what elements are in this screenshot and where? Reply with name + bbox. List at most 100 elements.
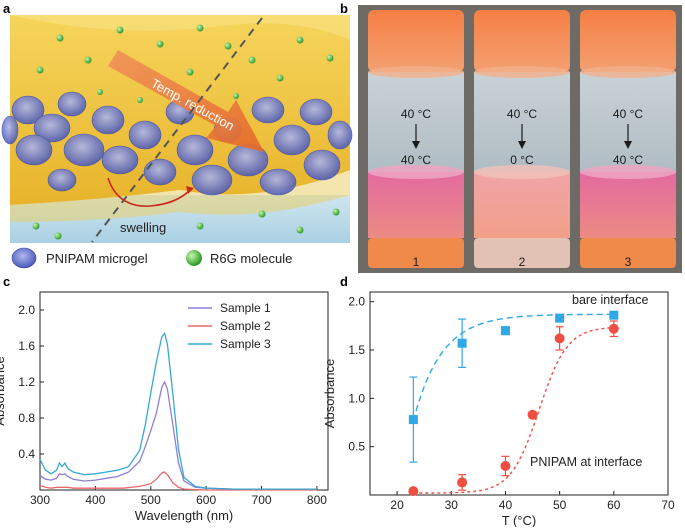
- pnipam-interface-point: [500, 461, 511, 471]
- pnipam-interface-label: PNIPAM at interface: [530, 455, 642, 469]
- pnipam-interface-point: [527, 409, 538, 420]
- y-tick-label: 0.8: [18, 411, 35, 425]
- x-tick-label: 70: [661, 498, 675, 512]
- dashed-divider: [91, 17, 263, 243]
- x-tick-label: 800: [307, 493, 327, 507]
- y-axis-label: Absorbance: [0, 356, 7, 425]
- r6g-molecules: [32, 24, 340, 240]
- vials: 40 °C 40 °C 1 40 °C 0 °C 2 40 °C 40 °C 3: [368, 10, 676, 269]
- vial-meniscus: [474, 66, 570, 78]
- vial-top-orange: [368, 10, 464, 72]
- x-tick-label: 20: [390, 498, 404, 512]
- x-tick-label: 300: [30, 493, 50, 507]
- r6g-legend-label: R6G molecule: [210, 251, 292, 266]
- plot-frame: [39, 291, 329, 491]
- vial-bottom: [474, 238, 570, 268]
- panel-d-letter: d: [340, 274, 348, 289]
- legend-label-sample-2: Sample 2: [220, 319, 271, 333]
- vial-lower-liquid: [580, 172, 676, 238]
- bare-interface-fit: [412, 313, 614, 421]
- panel-b: b 40 °C 40 °C 1 40 °C 0 °C 2 40 °C 40 °C 3: [340, 1, 682, 273]
- x-tick-label: 500: [141, 493, 161, 507]
- plot-frame: [369, 291, 669, 496]
- vial-bottom-temp: 40 °C: [401, 153, 431, 167]
- r6g-legend-icon: [186, 250, 202, 266]
- vial-top-temp: 40 °C: [613, 107, 643, 121]
- vial-bottom-temp: 0 °C: [510, 153, 534, 167]
- vial-meniscus: [368, 66, 464, 78]
- swelling-arrowhead: [186, 186, 194, 194]
- panel-d: d 20 30 40 50 60 70 0.5 1.0 1.5 2.0 T (°C) Absorban…: [322, 274, 675, 528]
- legend-label-sample-3: Sample 3: [220, 337, 271, 351]
- x-tick-label: 50: [553, 498, 567, 512]
- vial-index: 3: [625, 255, 632, 269]
- y-tick-label: 1.0: [348, 391, 365, 405]
- pnipam-interface-fit: [413, 326, 614, 494]
- vial-cooling-arrowhead: [518, 141, 526, 149]
- interface-layer: [10, 170, 350, 222]
- vial-meniscus: [580, 66, 676, 78]
- bare-interface-label: bare interface: [572, 293, 648, 307]
- chart-c: 300 400 500 600 700 800 0.4 0.8 1.2 1.6 2.0 Wavelen…: [0, 291, 329, 523]
- y-tick-label: 2.0: [348, 295, 365, 309]
- y-tick-label: 0.4: [18, 447, 35, 461]
- vial-top-orange: [580, 10, 676, 72]
- x-tick-label: 30: [445, 498, 459, 512]
- panel-c-letter: c: [3, 274, 10, 289]
- microgel-cluster: [1, 91, 353, 196]
- vial-middle-clear: [474, 72, 570, 172]
- vial-bottom-temp: 40 °C: [613, 153, 643, 167]
- x-tick-label: 700: [252, 493, 272, 507]
- vial-lower-meniscus: [368, 165, 464, 179]
- vial-index: 1: [413, 255, 420, 269]
- panel-b-letter: b: [340, 1, 348, 16]
- panel-a: a Temp. reduction swelling: [1, 1, 353, 269]
- vial-lower-liquid: [474, 172, 570, 238]
- swelling-label: swelling: [120, 220, 166, 235]
- spectrum-line-sample-3: [39, 331, 317, 490]
- bare-interface-point: [408, 415, 418, 425]
- y-tick-label: 1.6: [18, 339, 35, 353]
- vial-cooling-arrowhead: [624, 141, 632, 149]
- vial-lower-liquid: [368, 172, 464, 238]
- x-tick-label: 400: [85, 493, 105, 507]
- vial-middle-clear: [368, 72, 464, 172]
- pnipam-interface-point: [408, 486, 419, 497]
- bare-interface-point: [457, 338, 467, 348]
- swelling-arrow: [107, 177, 191, 207]
- bare-interface-point: [609, 310, 619, 320]
- pnipam-interface-point: [608, 323, 619, 334]
- vial-lower-meniscus: [474, 165, 570, 179]
- vial-lower-meniscus: [580, 165, 676, 179]
- panel-a-legend: PNIPAM microgel R6G molecule: [11, 247, 292, 269]
- temp-reduction-arrow: [108, 50, 264, 152]
- vial-middle-clear: [580, 72, 676, 172]
- vial-index: 2: [519, 255, 526, 269]
- vial-top-temp: 40 °C: [401, 107, 431, 121]
- legend-label-sample-1: Sample 1: [220, 301, 271, 315]
- microgel-legend-icon: [11, 247, 37, 269]
- vial-cooling-arrowhead: [412, 141, 420, 149]
- x-tick-label: 40: [499, 498, 513, 512]
- y-tick-label: 2.0: [18, 303, 35, 317]
- chart-d: 20 30 40 50 60 70 0.5 1.0 1.5 2.0 T (°C) Absorbance…: [322, 291, 675, 528]
- vial-bottom: [580, 238, 676, 268]
- microgel-legend-label: PNIPAM microgel: [46, 251, 148, 266]
- vial-bottom: [368, 238, 464, 268]
- x-tick-label: 600: [196, 493, 216, 507]
- vial-top-orange: [474, 10, 570, 72]
- vial-top-temp: 40 °C: [507, 107, 537, 121]
- bare-interface-point: [500, 326, 510, 336]
- bare-interface-point: [555, 313, 565, 323]
- y-axis-label: Absorbance: [322, 359, 337, 428]
- y-tick-label: 0.5: [348, 440, 365, 454]
- y-tick-label: 1.5: [348, 343, 365, 357]
- x-axis-label: T (°C): [502, 513, 537, 527]
- pnipam-interface-point: [554, 333, 565, 344]
- y-tick-label: 1.2: [18, 375, 35, 389]
- spectrum-line-sample-2: [39, 471, 317, 491]
- pnipam-interface-point: [457, 477, 468, 488]
- oil-top-surface: [10, 15, 350, 40]
- spectrum-line-sample-1: [39, 380, 317, 490]
